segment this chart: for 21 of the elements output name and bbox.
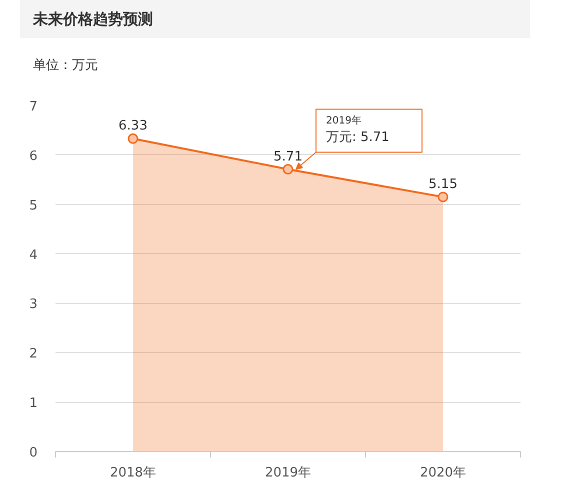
y-tick-label: 5 xyxy=(29,198,38,214)
y-tick-label: 0 xyxy=(29,446,38,460)
chart-title: 未来价格趋势预测 xyxy=(20,0,530,38)
y-tick-label: 1 xyxy=(29,396,38,412)
chart-subtitle: 单位：万元 xyxy=(32,57,98,74)
x-tick-label: 2019年 xyxy=(264,466,312,480)
y-tick-label: 7 xyxy=(29,100,38,114)
annotation: 万元: 5.71 xyxy=(326,130,390,145)
y-tick-label: 6 xyxy=(29,148,38,164)
x-tick-label: 2020年 xyxy=(420,466,466,480)
point xyxy=(438,192,448,202)
annotation: 2019年 xyxy=(326,114,362,126)
point xyxy=(128,133,138,144)
point xyxy=(282,164,294,175)
data-label: 5.71 xyxy=(274,149,302,164)
data-label: 5.15 xyxy=(428,176,458,192)
y-tick-label: 2 xyxy=(29,346,38,362)
y-tick-label: 4 xyxy=(29,248,38,263)
y-tick-label: 3 xyxy=(29,297,38,312)
x-tick-label: 2018年 xyxy=(110,466,156,480)
data-label: 6.33 xyxy=(118,118,148,134)
